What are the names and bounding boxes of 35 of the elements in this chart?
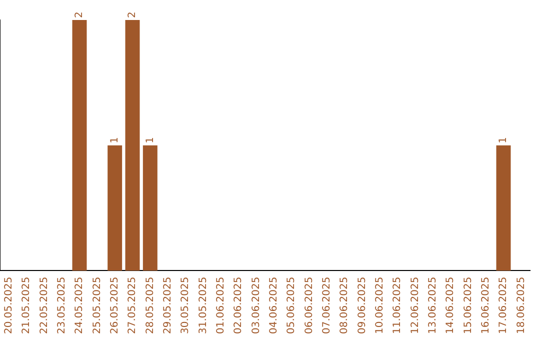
x-tick-label: 24.05.2025 xyxy=(74,276,86,334)
x-tick-label: 08.06.2025 xyxy=(339,276,350,334)
x-tick-label: 25.05.2025 xyxy=(92,276,103,334)
x-tick-label: 28.05.2025 xyxy=(144,276,156,334)
x-tick-label: 21.05.2025 xyxy=(21,276,32,334)
x-tick-label: 31.05.2025 xyxy=(198,276,209,334)
x-tick-label: 05.06.2025 xyxy=(286,276,298,334)
data-label: 1 xyxy=(109,136,120,144)
x-tick-label: 14.06.2025 xyxy=(445,276,456,334)
x-tick-label: 16.06.2025 xyxy=(480,276,492,334)
x-tick-label: 27.05.2025 xyxy=(127,276,138,334)
data-label: 2 xyxy=(127,12,138,18)
x-tick-label: 11.06.2025 xyxy=(392,276,404,334)
x-tick-label: 13.06.2025 xyxy=(427,276,438,334)
x-tick-label: 26.05.2025 xyxy=(109,276,120,334)
x-tick-label: 03.06.2025 xyxy=(250,276,262,334)
x-tick-label: 22.05.2025 xyxy=(38,276,50,334)
x-tick-label: 15.06.2025 xyxy=(462,276,474,334)
data-label: 2 xyxy=(74,12,86,18)
x-tick-label: 09.06.2025 xyxy=(356,276,368,334)
x-tick-label: 20.05.2025 xyxy=(3,276,14,334)
x-tick-label: 30.05.2025 xyxy=(180,276,192,334)
x-tick-label: 02.06.2025 xyxy=(233,276,244,334)
data-label: 1 xyxy=(144,136,156,144)
x-tick-label: 06.06.2025 xyxy=(304,276,315,334)
x-tick-label: 18.06.2025 xyxy=(516,276,527,334)
x-tick-label: 12.06.2025 xyxy=(410,276,421,334)
x-tick-label: 07.06.2025 xyxy=(321,276,332,334)
x-tick-label: 29.05.2025 xyxy=(162,276,174,334)
x-tick-label: 01.06.2025 xyxy=(215,276,226,334)
x-tick-label: 17.06.2025 xyxy=(498,276,510,334)
data-label: 1 xyxy=(498,136,510,144)
x-tick-label: 23.05.2025 xyxy=(56,276,68,334)
x-tick-label: 10.06.2025 xyxy=(374,276,386,334)
x-tick-label: 04.06.2025 xyxy=(268,276,280,334)
